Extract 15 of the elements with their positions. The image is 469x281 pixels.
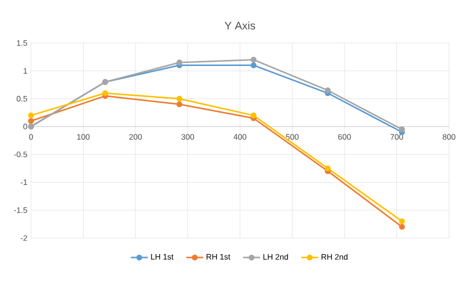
point (176, 96, 182, 102)
point (399, 224, 405, 230)
chart-title: Y Axis (224, 21, 256, 30)
point (324, 165, 331, 172)
point (250, 112, 257, 118)
point (176, 60, 182, 66)
point (399, 218, 405, 224)
point (176, 101, 182, 108)
point (102, 90, 108, 96)
point (250, 62, 257, 68)
point (28, 118, 34, 124)
point (250, 56, 257, 63)
point (324, 87, 331, 94)
point (28, 112, 34, 118)
point (399, 126, 405, 132)
